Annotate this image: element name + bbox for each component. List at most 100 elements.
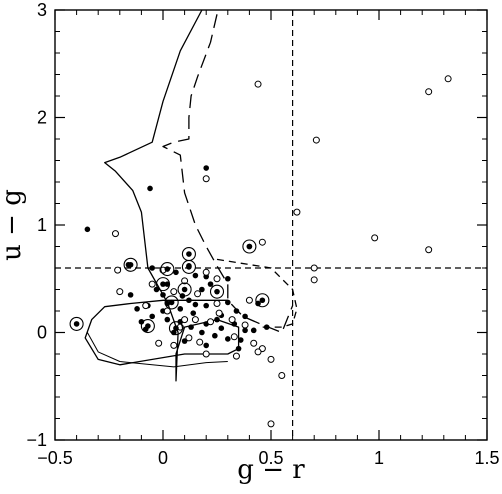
circled-point-ring bbox=[181, 259, 196, 274]
open-point bbox=[170, 288, 178, 296]
circled-point-ring bbox=[255, 293, 270, 308]
circled-point-dot bbox=[127, 261, 134, 268]
reference-lines bbox=[55, 10, 487, 440]
filled-point bbox=[203, 302, 209, 309]
y-tick-label: 2 bbox=[37, 108, 47, 128]
open-point bbox=[207, 318, 215, 326]
filled-point bbox=[212, 332, 218, 339]
open-point bbox=[250, 339, 258, 347]
filled-point bbox=[192, 272, 199, 279]
filled-point bbox=[147, 185, 153, 192]
x-tick-label: −0.5 bbox=[37, 448, 73, 468]
circled-point-ring bbox=[177, 282, 192, 297]
circled-point bbox=[177, 282, 192, 297]
circled-point-ring bbox=[164, 295, 179, 310]
circled-point bbox=[123, 257, 138, 272]
open-point bbox=[254, 348, 262, 356]
filled-point bbox=[218, 325, 225, 332]
track-short-dash bbox=[216, 258, 298, 328]
filled-point bbox=[134, 306, 140, 312]
x-tick-label: 1 bbox=[374, 448, 384, 468]
open-point bbox=[191, 316, 199, 324]
open-point bbox=[196, 338, 204, 346]
data-points bbox=[69, 75, 452, 428]
x-tick-label: 1.5 bbox=[474, 448, 499, 468]
track-solid-thin bbox=[86, 332, 228, 368]
open-point bbox=[202, 268, 210, 276]
circled-point-dot bbox=[164, 266, 171, 272]
axis-tick-labels: −0.5 0 0.5 1 1.5 −1 0 1 2 3 bbox=[26, 0, 499, 468]
filled-point bbox=[199, 329, 205, 336]
open-point bbox=[310, 276, 318, 284]
open-point bbox=[148, 280, 156, 288]
open-point bbox=[444, 75, 452, 83]
open-point bbox=[254, 80, 262, 88]
model-tracks bbox=[84, 9, 298, 382]
x-axis-title: g − r bbox=[237, 455, 305, 485]
circled-point-ring bbox=[242, 239, 257, 254]
filled-point bbox=[160, 292, 166, 298]
open-point bbox=[181, 316, 189, 324]
filled-point bbox=[188, 324, 194, 330]
circled-point-dot bbox=[214, 288, 220, 295]
circled-point-ring bbox=[160, 262, 175, 277]
y-tick-label: 1 bbox=[37, 215, 47, 235]
open-point bbox=[258, 238, 266, 246]
filled-point bbox=[164, 316, 171, 323]
filled-point bbox=[190, 310, 197, 316]
circled-point-ring bbox=[123, 257, 138, 272]
filled-point bbox=[164, 281, 171, 287]
filled-point bbox=[214, 316, 220, 323]
track-long-dash bbox=[162, 14, 294, 334]
x-tick-label: 0 bbox=[158, 448, 168, 468]
filled-point bbox=[225, 336, 231, 342]
circled-point bbox=[209, 284, 225, 299]
circled-point bbox=[155, 277, 171, 292]
circled-point bbox=[255, 293, 270, 308]
circled-point-dot bbox=[186, 264, 192, 270]
circled-point bbox=[140, 318, 155, 334]
open-point bbox=[230, 333, 238, 341]
filled-point bbox=[250, 327, 257, 334]
open-point bbox=[202, 350, 210, 358]
circled-point bbox=[164, 295, 179, 310]
filled-point bbox=[235, 345, 242, 352]
circled-point-dot bbox=[168, 299, 175, 306]
filled-point bbox=[192, 301, 199, 308]
circled-point bbox=[160, 262, 175, 277]
circled-point-dot bbox=[259, 297, 266, 304]
open-point bbox=[425, 246, 433, 254]
circled-point-ring bbox=[168, 321, 184, 336]
plot-frame bbox=[54, 9, 488, 441]
open-point bbox=[213, 299, 221, 307]
open-point bbox=[267, 420, 275, 428]
open-point bbox=[155, 339, 163, 347]
circled-point-ring bbox=[209, 284, 225, 299]
track-solid bbox=[84, 9, 240, 382]
filled-point bbox=[207, 281, 214, 287]
open-point bbox=[116, 288, 124, 296]
filled-point bbox=[242, 313, 248, 320]
filled-point bbox=[199, 286, 205, 293]
open-point bbox=[232, 352, 240, 360]
filled-point bbox=[225, 299, 231, 306]
circled-point-dot bbox=[145, 323, 151, 329]
circled-point bbox=[181, 246, 196, 262]
filled-point bbox=[173, 269, 179, 276]
open-point bbox=[310, 264, 318, 272]
open-point bbox=[425, 88, 433, 96]
circled-point-ring bbox=[140, 318, 155, 334]
filled-point bbox=[186, 297, 192, 304]
filled-point bbox=[263, 324, 270, 330]
circled-point bbox=[168, 321, 184, 336]
circled-point-ring bbox=[155, 277, 171, 292]
open-point bbox=[241, 321, 249, 329]
open-point bbox=[185, 334, 193, 342]
open-point bbox=[213, 275, 221, 283]
circled-point-dot bbox=[181, 286, 188, 293]
open-point bbox=[278, 372, 286, 379]
open-point bbox=[111, 230, 119, 238]
x-tick-label: 0.5 bbox=[258, 448, 283, 468]
circled-point-ring bbox=[69, 316, 84, 331]
